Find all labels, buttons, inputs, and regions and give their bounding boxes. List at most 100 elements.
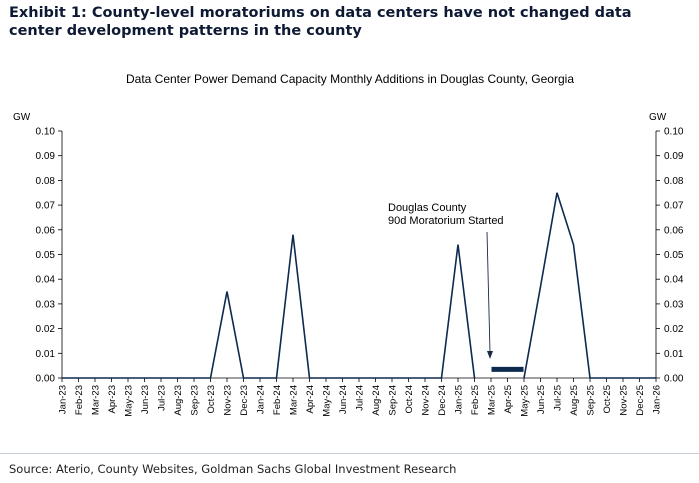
x-tick-label: Oct-23 <box>206 385 217 414</box>
data-point <box>242 377 244 379</box>
y-tick-label-left: 0.09 <box>36 151 56 162</box>
data-point <box>259 377 261 379</box>
y-axis-label-right: GW <box>649 112 667 123</box>
x-tick-label: Oct-24 <box>404 385 415 414</box>
series-line <box>523 192 656 379</box>
annotation-text-line: 90d Moratorium Started <box>388 215 504 227</box>
x-tick-label: Feb-23 <box>74 385 85 415</box>
data-point <box>193 377 195 379</box>
y-tick-label-right: 0.03 <box>664 299 684 310</box>
y-tick-label-left: 0.05 <box>36 250 56 261</box>
x-tick-label: Jan-24 <box>256 385 267 414</box>
x-tick-label: Jun-24 <box>338 385 349 414</box>
data-point <box>457 243 459 245</box>
x-tick-label: Jul-23 <box>157 385 168 411</box>
chart: Data Center Power Demand Capacity Monthl… <box>13 72 684 417</box>
y-tick-label-right: 0.05 <box>664 250 684 261</box>
x-tick-label: Sep-23 <box>190 385 201 416</box>
x-tick-label: Jun-23 <box>140 385 151 414</box>
data-point <box>473 377 475 379</box>
data-point <box>605 377 607 379</box>
data-point <box>622 377 624 379</box>
x-tick-label: Aug-23 <box>173 385 184 416</box>
x-tick-label: Dec-25 <box>635 385 646 416</box>
y-tick-label-left: 0.08 <box>36 176 56 187</box>
x-tick-label: Feb-25 <box>470 385 481 415</box>
y-tick-label-right: 0.09 <box>664 151 684 162</box>
y-axis-label-left: GW <box>13 112 31 123</box>
data-point <box>407 377 409 379</box>
data-point <box>176 377 178 379</box>
y-tick-label-right: 0.08 <box>664 176 684 187</box>
data-point <box>209 377 211 379</box>
y-tick-label-right: 0.06 <box>664 225 684 236</box>
data-point <box>143 377 145 379</box>
data-point <box>374 377 376 379</box>
x-tick-label: Nov-23 <box>223 385 234 416</box>
data-point <box>160 377 162 379</box>
x-tick-label: Dec-24 <box>437 385 448 416</box>
y-tick-label-left: 0.10 <box>36 127 56 138</box>
x-tick-label: Mar-23 <box>91 385 102 415</box>
moratorium-period-bar <box>491 366 524 372</box>
annotation-text-line: Douglas County <box>388 202 467 214</box>
x-tick-label: Apr-25 <box>503 385 514 414</box>
y-tick-label-right: 0.07 <box>664 201 684 212</box>
y-tick-label-right: 0.01 <box>664 349 684 360</box>
x-tick-label: Apr-24 <box>305 385 316 414</box>
data-point <box>424 377 426 379</box>
x-tick-label: Apr-23 <box>107 385 118 414</box>
data-point <box>325 377 327 379</box>
x-tick-label: Dec-23 <box>239 385 250 416</box>
y-tick-label-left: 0.02 <box>36 324 56 335</box>
y-tick-label-left: 0.01 <box>36 349 56 360</box>
exhibit-title: Exhibit 1: County-level moratoriums on d… <box>9 5 632 39</box>
x-tick-label: Nov-24 <box>421 385 432 416</box>
source-note: Source: Aterio, County Websites, Goldman… <box>9 462 457 476</box>
data-point <box>638 377 640 379</box>
x-tick-label: Aug-24 <box>371 385 382 416</box>
x-tick-label: Jun-25 <box>536 385 547 414</box>
data-point <box>110 377 112 379</box>
y-tick-label-right: 0.10 <box>664 127 684 138</box>
x-tick-label: Oct-25 <box>602 385 613 414</box>
x-tick-label: May-23 <box>124 385 135 417</box>
x-tick-label: Jul-24 <box>355 385 366 411</box>
data-point <box>308 377 310 379</box>
x-tick-label: Nov-25 <box>619 385 630 416</box>
y-tick-label-left: 0.00 <box>36 374 56 385</box>
data-point <box>572 243 574 245</box>
data-point <box>275 377 277 379</box>
x-tick-label: Sep-25 <box>586 385 597 416</box>
x-tick-label: Jan-26 <box>652 385 663 414</box>
x-tick-label: Jan-25 <box>454 385 465 414</box>
footer-divider <box>0 453 699 454</box>
y-tick-label-left: 0.07 <box>36 201 56 212</box>
x-tick-label: Mar-25 <box>487 385 498 415</box>
data-point <box>589 377 591 379</box>
data-point <box>391 377 393 379</box>
y-tick-label-right: 0.04 <box>664 275 684 286</box>
y-tick-label-right: 0.02 <box>664 324 684 335</box>
y-tick-label-left: 0.03 <box>36 299 56 310</box>
x-tick-label: May-25 <box>520 385 531 417</box>
series-line <box>62 234 476 379</box>
data-point <box>226 290 228 292</box>
x-tick-label: May-24 <box>322 385 333 417</box>
data-point <box>539 285 541 287</box>
x-tick-label: Aug-25 <box>569 385 580 416</box>
x-tick-label: Jan-23 <box>58 385 69 414</box>
data-point <box>94 377 96 379</box>
x-tick-label: Jul-25 <box>553 385 564 411</box>
y-tick-label-left: 0.04 <box>36 275 56 286</box>
data-point <box>655 377 657 379</box>
chart-title: Data Center Power Demand Capacity Monthl… <box>126 72 574 86</box>
data-point <box>292 234 294 236</box>
data-point <box>127 377 129 379</box>
annotation-arrow <box>486 231 491 353</box>
y-tick-label-left: 0.06 <box>36 225 56 236</box>
data-point <box>440 377 442 379</box>
data-point <box>523 377 525 379</box>
x-tick-label: Sep-24 <box>388 385 399 416</box>
data-point <box>61 377 63 379</box>
